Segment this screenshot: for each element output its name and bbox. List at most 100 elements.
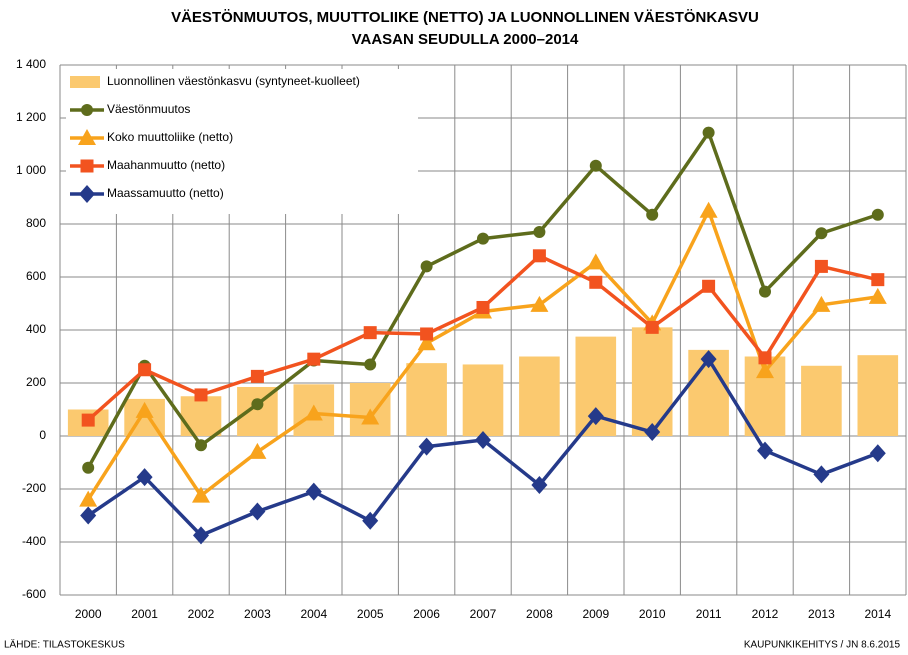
x-tick-label: 2012 [752, 607, 779, 621]
point-marker [81, 413, 95, 427]
bar [406, 363, 447, 436]
y-tick-label: 0 [39, 428, 46, 442]
point-marker [249, 502, 266, 521]
point-marker [815, 227, 828, 240]
x-tick-label: 2000 [75, 607, 102, 621]
legend-marker [80, 159, 94, 173]
point-marker [758, 351, 772, 365]
point-marker [699, 201, 718, 218]
point-marker [420, 327, 434, 341]
legend-label: Koko muuttoliike (netto) [107, 130, 233, 144]
legend-label: Maassamuutto (netto) [107, 186, 224, 200]
x-tick-label: 2009 [582, 607, 609, 621]
point-marker [195, 439, 207, 452]
x-tick-label: 2008 [526, 607, 553, 621]
bar [857, 355, 899, 436]
y-tick-label: 1 400 [16, 57, 46, 71]
legend-label: Maahanmuutto (netto) [107, 158, 225, 172]
chart-subtitle: VAASAN SEUDULLA 2000–2014 [352, 31, 579, 48]
point-marker [700, 350, 717, 369]
y-tick-label: 200 [26, 375, 46, 389]
point-marker [248, 442, 267, 459]
point-marker [589, 275, 603, 289]
legend-marker [79, 185, 95, 203]
point-marker [193, 526, 209, 545]
point-marker [363, 326, 377, 340]
point-marker [586, 253, 605, 270]
point-marker [702, 279, 716, 293]
point-marker [530, 295, 549, 312]
point-marker [812, 295, 831, 312]
point-marker [80, 506, 97, 525]
legend-label: Väestönmuutos [107, 102, 190, 116]
source-note: LÄHDE: TILASTOKESKUS [4, 639, 125, 651]
point-marker [814, 259, 828, 273]
x-tick-label: 2013 [808, 607, 835, 621]
point-marker [813, 465, 830, 484]
x-tick-label: 2004 [300, 607, 327, 621]
credit-note: KAUPUNKIKEHITYS / JN 8.6.2015 [744, 640, 901, 651]
point-marker [135, 401, 154, 418]
bar [801, 365, 842, 436]
point-marker [79, 490, 98, 507]
x-tick-label: 2005 [357, 607, 384, 621]
point-marker [645, 320, 659, 334]
point-marker [702, 126, 715, 139]
bar [519, 356, 560, 436]
point-marker [533, 225, 546, 238]
x-tick-label: 2011 [696, 607, 722, 621]
y-tick-label: 400 [26, 322, 46, 336]
bar [631, 327, 673, 436]
point-marker [420, 260, 433, 273]
chart-title: VÄESTÖNMUUTOS, MUUTTOLIIKE (NETTO) JA LU… [171, 9, 759, 26]
y-tick-label: -400 [22, 534, 46, 548]
point-marker [646, 208, 659, 221]
y-tick-label: -600 [22, 587, 46, 601]
legend-swatch [70, 76, 100, 88]
x-tick-label: 2006 [413, 607, 440, 621]
point-marker [868, 287, 887, 304]
point-marker [587, 407, 604, 426]
legend-marker [81, 104, 93, 116]
point-marker [361, 408, 380, 425]
point-marker [138, 363, 152, 377]
point-marker [532, 249, 546, 263]
point-marker [250, 369, 264, 383]
point-marker [305, 482, 322, 501]
point-marker [192, 486, 210, 503]
x-tick-label: 2003 [244, 607, 271, 621]
point-marker [476, 300, 490, 314]
point-marker [136, 468, 153, 487]
y-tick-label: -200 [22, 481, 46, 495]
y-tick-label: 1 000 [16, 163, 46, 177]
point-marker [756, 362, 774, 379]
y-tick-label: 1 200 [16, 110, 46, 124]
point-marker [251, 398, 264, 411]
point-marker [759, 285, 771, 298]
x-tick-label: 2002 [188, 607, 215, 621]
legend-box [66, 69, 418, 214]
point-marker [477, 232, 489, 245]
point-marker [871, 273, 885, 287]
x-tick-label: 2007 [470, 607, 497, 621]
x-tick-label: 2010 [639, 607, 666, 621]
point-marker [531, 476, 548, 495]
point-marker [757, 441, 773, 460]
point-marker [304, 404, 323, 421]
point-marker [364, 358, 377, 371]
x-tick-label: 2014 [864, 607, 891, 621]
legend-label: Luonnollinen väestönkasvu (syntyneet-kuo… [107, 74, 360, 88]
point-marker [362, 511, 379, 530]
y-tick-label: 600 [26, 269, 46, 283]
y-tick-label: 800 [26, 216, 46, 230]
point-marker [644, 423, 661, 442]
point-marker [871, 208, 884, 221]
point-marker [307, 352, 321, 366]
point-marker [82, 461, 95, 474]
point-marker [194, 388, 208, 402]
point-marker [417, 334, 436, 351]
bar [462, 364, 504, 436]
point-marker [475, 430, 491, 449]
legend-marker [78, 129, 96, 145]
